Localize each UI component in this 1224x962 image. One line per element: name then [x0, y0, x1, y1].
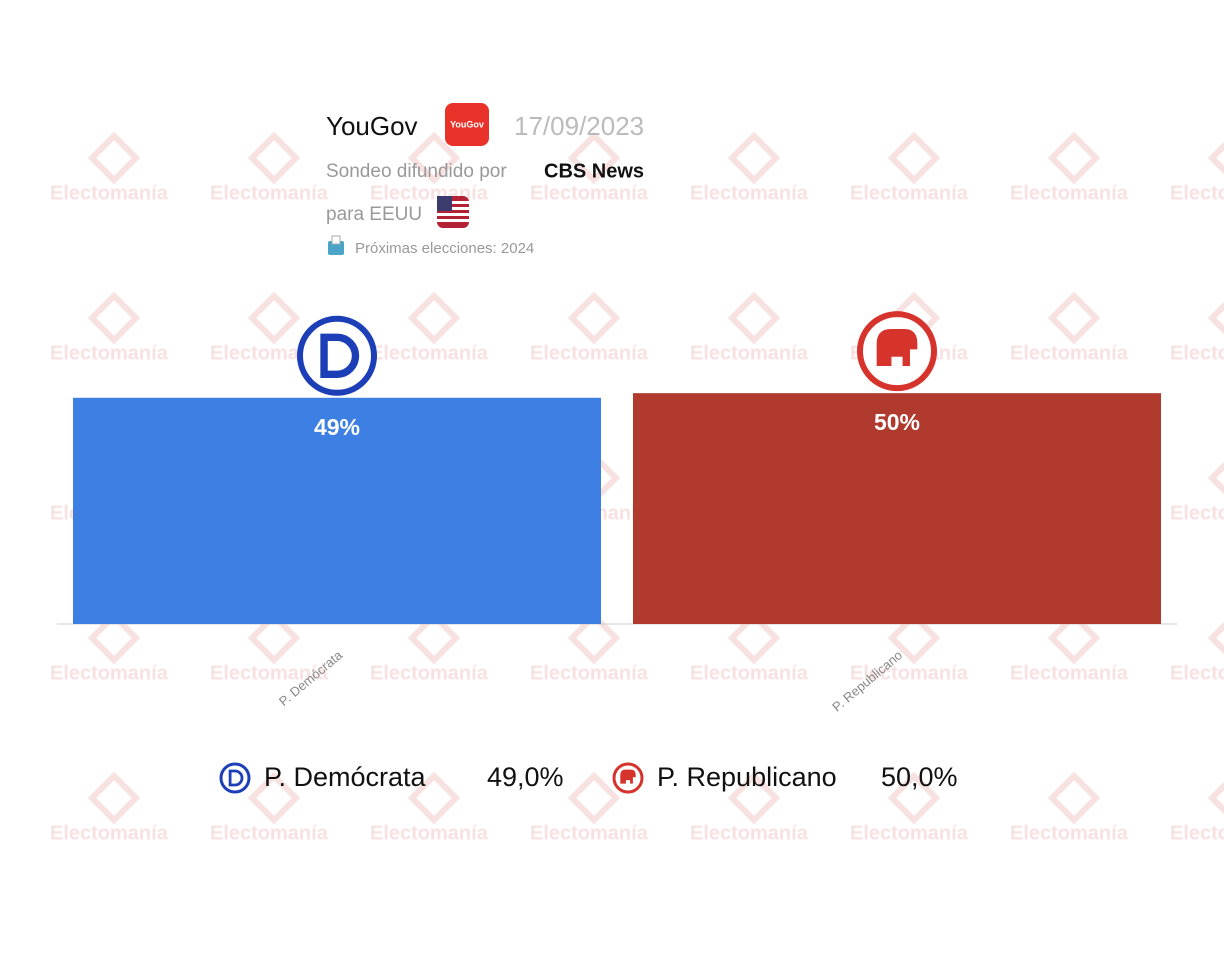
watermark-icon	[1047, 291, 1101, 345]
next-election: Próximas elecciones: 2024	[355, 240, 534, 257]
watermark: Electomanía	[850, 182, 969, 204]
watermark-icon	[1047, 131, 1101, 185]
legend-value: 50,0%	[881, 762, 958, 792]
watermark: Electomanía	[50, 182, 169, 204]
watermark: Electomanía	[530, 182, 649, 204]
watermark-icon	[407, 291, 461, 345]
party-icon	[219, 762, 251, 794]
watermark: Electomanía	[50, 822, 169, 844]
watermark-layer: Electomanía Electomanía Electomanía Electom…	[50, 131, 1224, 844]
party-icon	[297, 315, 377, 396]
watermark-icon	[567, 131, 621, 185]
legend: P. Demócrata 49,0% P. Republicano 50,0%	[219, 762, 958, 794]
watermark-icon	[887, 771, 941, 825]
poll-date: 17/09/2023	[514, 111, 644, 141]
watermark-icon	[87, 131, 141, 185]
pollster: YouGov	[326, 111, 418, 141]
watermark-icon	[407, 771, 461, 825]
watermark-icon	[1207, 141, 1224, 175]
watermark-icon	[567, 611, 621, 665]
watermark-icon	[87, 291, 141, 345]
watermark-icon	[727, 131, 781, 185]
party-icon	[320, 333, 360, 378]
watermark-icon	[887, 611, 941, 665]
watermark-icon	[567, 291, 621, 345]
watermark-icon	[567, 771, 621, 825]
watermark: Electomanía	[1010, 342, 1129, 364]
watermark: Electomanía	[370, 182, 489, 204]
pollster-logo	[445, 103, 489, 146]
watermark: Electomanía	[1170, 182, 1224, 204]
watermark-icon	[1207, 781, 1224, 815]
watermark: Electomanía	[530, 662, 649, 684]
published-by: CBS News	[544, 160, 644, 182]
watermark-icon	[887, 131, 941, 185]
watermark: Electomanía	[1170, 342, 1224, 364]
party-icon	[876, 328, 918, 366]
pollster-logo-text: YouGov	[450, 119, 484, 129]
watermark: Electomanía	[1010, 822, 1129, 844]
watermark-icon	[247, 611, 301, 665]
party-icon	[228, 769, 244, 787]
legend-label: P. Demócrata	[264, 762, 427, 792]
watermark: Electomanía	[690, 182, 809, 204]
watermark: Electomanía	[1170, 662, 1224, 684]
watermark-icon	[247, 291, 301, 345]
watermark: Electomanía	[690, 342, 809, 364]
watermark-icon	[87, 611, 141, 665]
published-by-label: Sondeo difundido por	[326, 161, 507, 182]
watermark: Electomanía	[210, 662, 329, 684]
value-label: 49%	[314, 414, 360, 440]
watermark: Electomanía	[50, 662, 169, 684]
watermark: Electomanía	[850, 822, 969, 844]
us-flag	[437, 196, 469, 228]
watermark: Electomanía	[690, 662, 809, 684]
bar	[73, 397, 601, 624]
watermark-icon	[247, 771, 301, 825]
watermark-icon	[727, 611, 781, 665]
watermark: Electomanía	[530, 342, 649, 364]
watermark: Electomanía	[1010, 662, 1129, 684]
watermark: Electomanía	[210, 822, 329, 844]
watermark-icon	[727, 291, 781, 345]
watermark-icon	[1207, 301, 1224, 335]
watermark-icon	[407, 611, 461, 665]
watermark-icon	[1207, 461, 1224, 495]
watermark-icon	[1047, 611, 1101, 665]
watermark: Electomanía	[210, 182, 329, 204]
watermark-icon	[727, 771, 781, 825]
watermark-icon	[87, 771, 141, 825]
watermark-icon	[1047, 771, 1101, 825]
watermark: Electomanía	[1170, 502, 1224, 524]
watermark: Electomanía	[1170, 822, 1224, 844]
party-icon	[620, 769, 636, 784]
legend-label: P. Republicano	[657, 762, 837, 792]
watermark-icon	[1207, 621, 1224, 655]
value-label: 50%	[874, 409, 920, 435]
watermark: Electomanía	[1010, 182, 1129, 204]
region: para EEUU	[326, 204, 422, 225]
watermark: Electomanía	[370, 822, 489, 844]
watermark: Electomanía	[850, 662, 969, 684]
watermark: Electomanía	[50, 342, 169, 364]
watermark-icon	[407, 131, 461, 185]
watermark: Electomanía	[370, 342, 489, 364]
bar	[633, 393, 1161, 624]
watermark: Electomanía	[690, 822, 809, 844]
watermark-icon	[247, 131, 301, 185]
watermark: Electomanía	[370, 662, 489, 684]
legend-value: 49,0%	[487, 762, 564, 792]
watermark: Electomanía	[530, 822, 649, 844]
ballot-icon	[328, 235, 344, 255]
